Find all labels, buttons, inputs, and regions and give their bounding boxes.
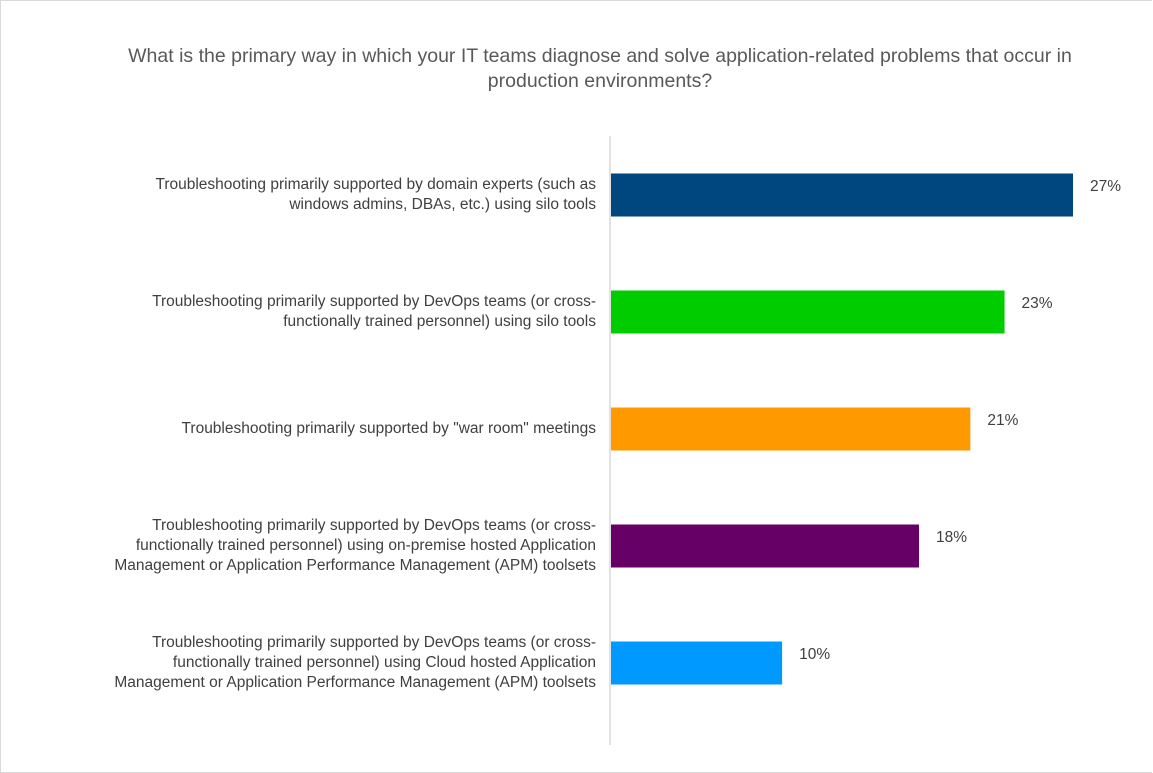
category-label-line: functionally trained personnel) using on… [136,537,596,554]
bar-4 [611,524,919,568]
category-label-line: Management or Application Performance Ma… [114,674,596,691]
chart-title: What is the primary way in which your IT… [128,45,1072,92]
value-label-1: 27% [1090,178,1121,195]
category-label-line: windows admins, DBAs, etc.) using silo t… [288,196,596,213]
value-label-2: 23% [1022,295,1053,312]
category-label-2: Troubleshooting primarily supported by D… [152,293,596,330]
value-label-5: 10% [799,646,830,663]
category-label-4: Troubleshooting primarily supported by D… [114,517,596,574]
category-label-line: Management or Application Performance Ma… [114,557,596,574]
bar-5 [611,641,783,685]
category-label-line: Troubleshooting primarily supported by D… [152,293,596,310]
bars-group: 27% 23% 21% 18% 10% [611,173,1121,685]
bar-1 [611,173,1073,217]
category-label-line: functionally trained personnel) using si… [283,313,596,330]
category-label-3: Troubleshooting primarily supported by "… [182,420,597,437]
category-label-1: Troubleshooting primarily supported by d… [155,176,596,213]
category-label-line: Troubleshooting primarily supported by D… [152,517,596,534]
category-label-line: Troubleshooting primarily supported by "… [182,420,597,437]
value-label-3: 21% [987,412,1018,429]
category-labels-group: Troubleshooting primarily supported by d… [114,176,596,691]
bar-2 [611,290,1005,334]
category-label-5: Troubleshooting primarily supported by D… [114,634,596,691]
value-label-4: 18% [936,529,967,546]
category-label-line: Troubleshooting primarily supported by d… [155,176,596,193]
category-label-line: functionally trained personnel) using Cl… [173,654,596,671]
bar-3 [611,407,971,451]
category-label-line: Troubleshooting primarily supported by D… [152,634,596,651]
